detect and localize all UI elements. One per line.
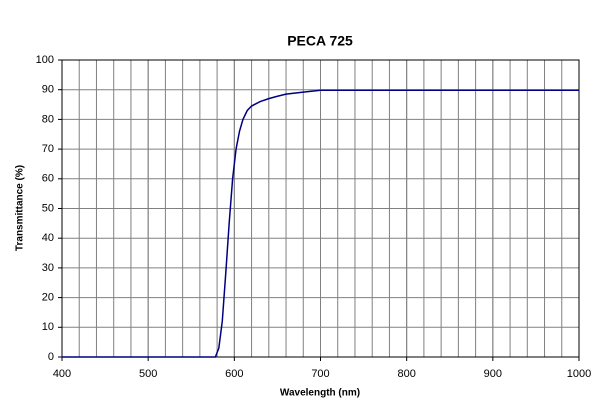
y-tick-label: 30 [42,262,54,274]
y-tick-label: 80 [42,113,54,125]
x-tick-label: 800 [397,368,415,380]
x-tick-label: 700 [311,368,329,380]
y-tick-label: 40 [42,232,54,244]
y-tick-label: 100 [36,54,54,66]
x-tick-label: 900 [484,368,502,380]
x-tick-label: 400 [53,368,71,380]
y-tick-label: 0 [48,351,54,363]
x-axis-label: Wavelength (nm) [280,388,360,399]
y-tick-label: 50 [42,202,54,214]
y-tick-label: 70 [42,143,54,155]
plot-border [61,59,580,358]
x-tick-label: 500 [139,368,157,380]
y-tick-label: 90 [42,84,54,96]
y-tick-label: 60 [42,173,54,185]
chart-title: PECA 725 [287,33,353,49]
y-tick-label: 20 [42,292,54,304]
y-axis-label: Transmittance (%) [15,165,26,251]
x-tick-label: 1000 [567,368,591,380]
x-tick-label: 600 [225,368,243,380]
data-line [62,89,579,358]
y-tick-label: 10 [42,321,54,333]
